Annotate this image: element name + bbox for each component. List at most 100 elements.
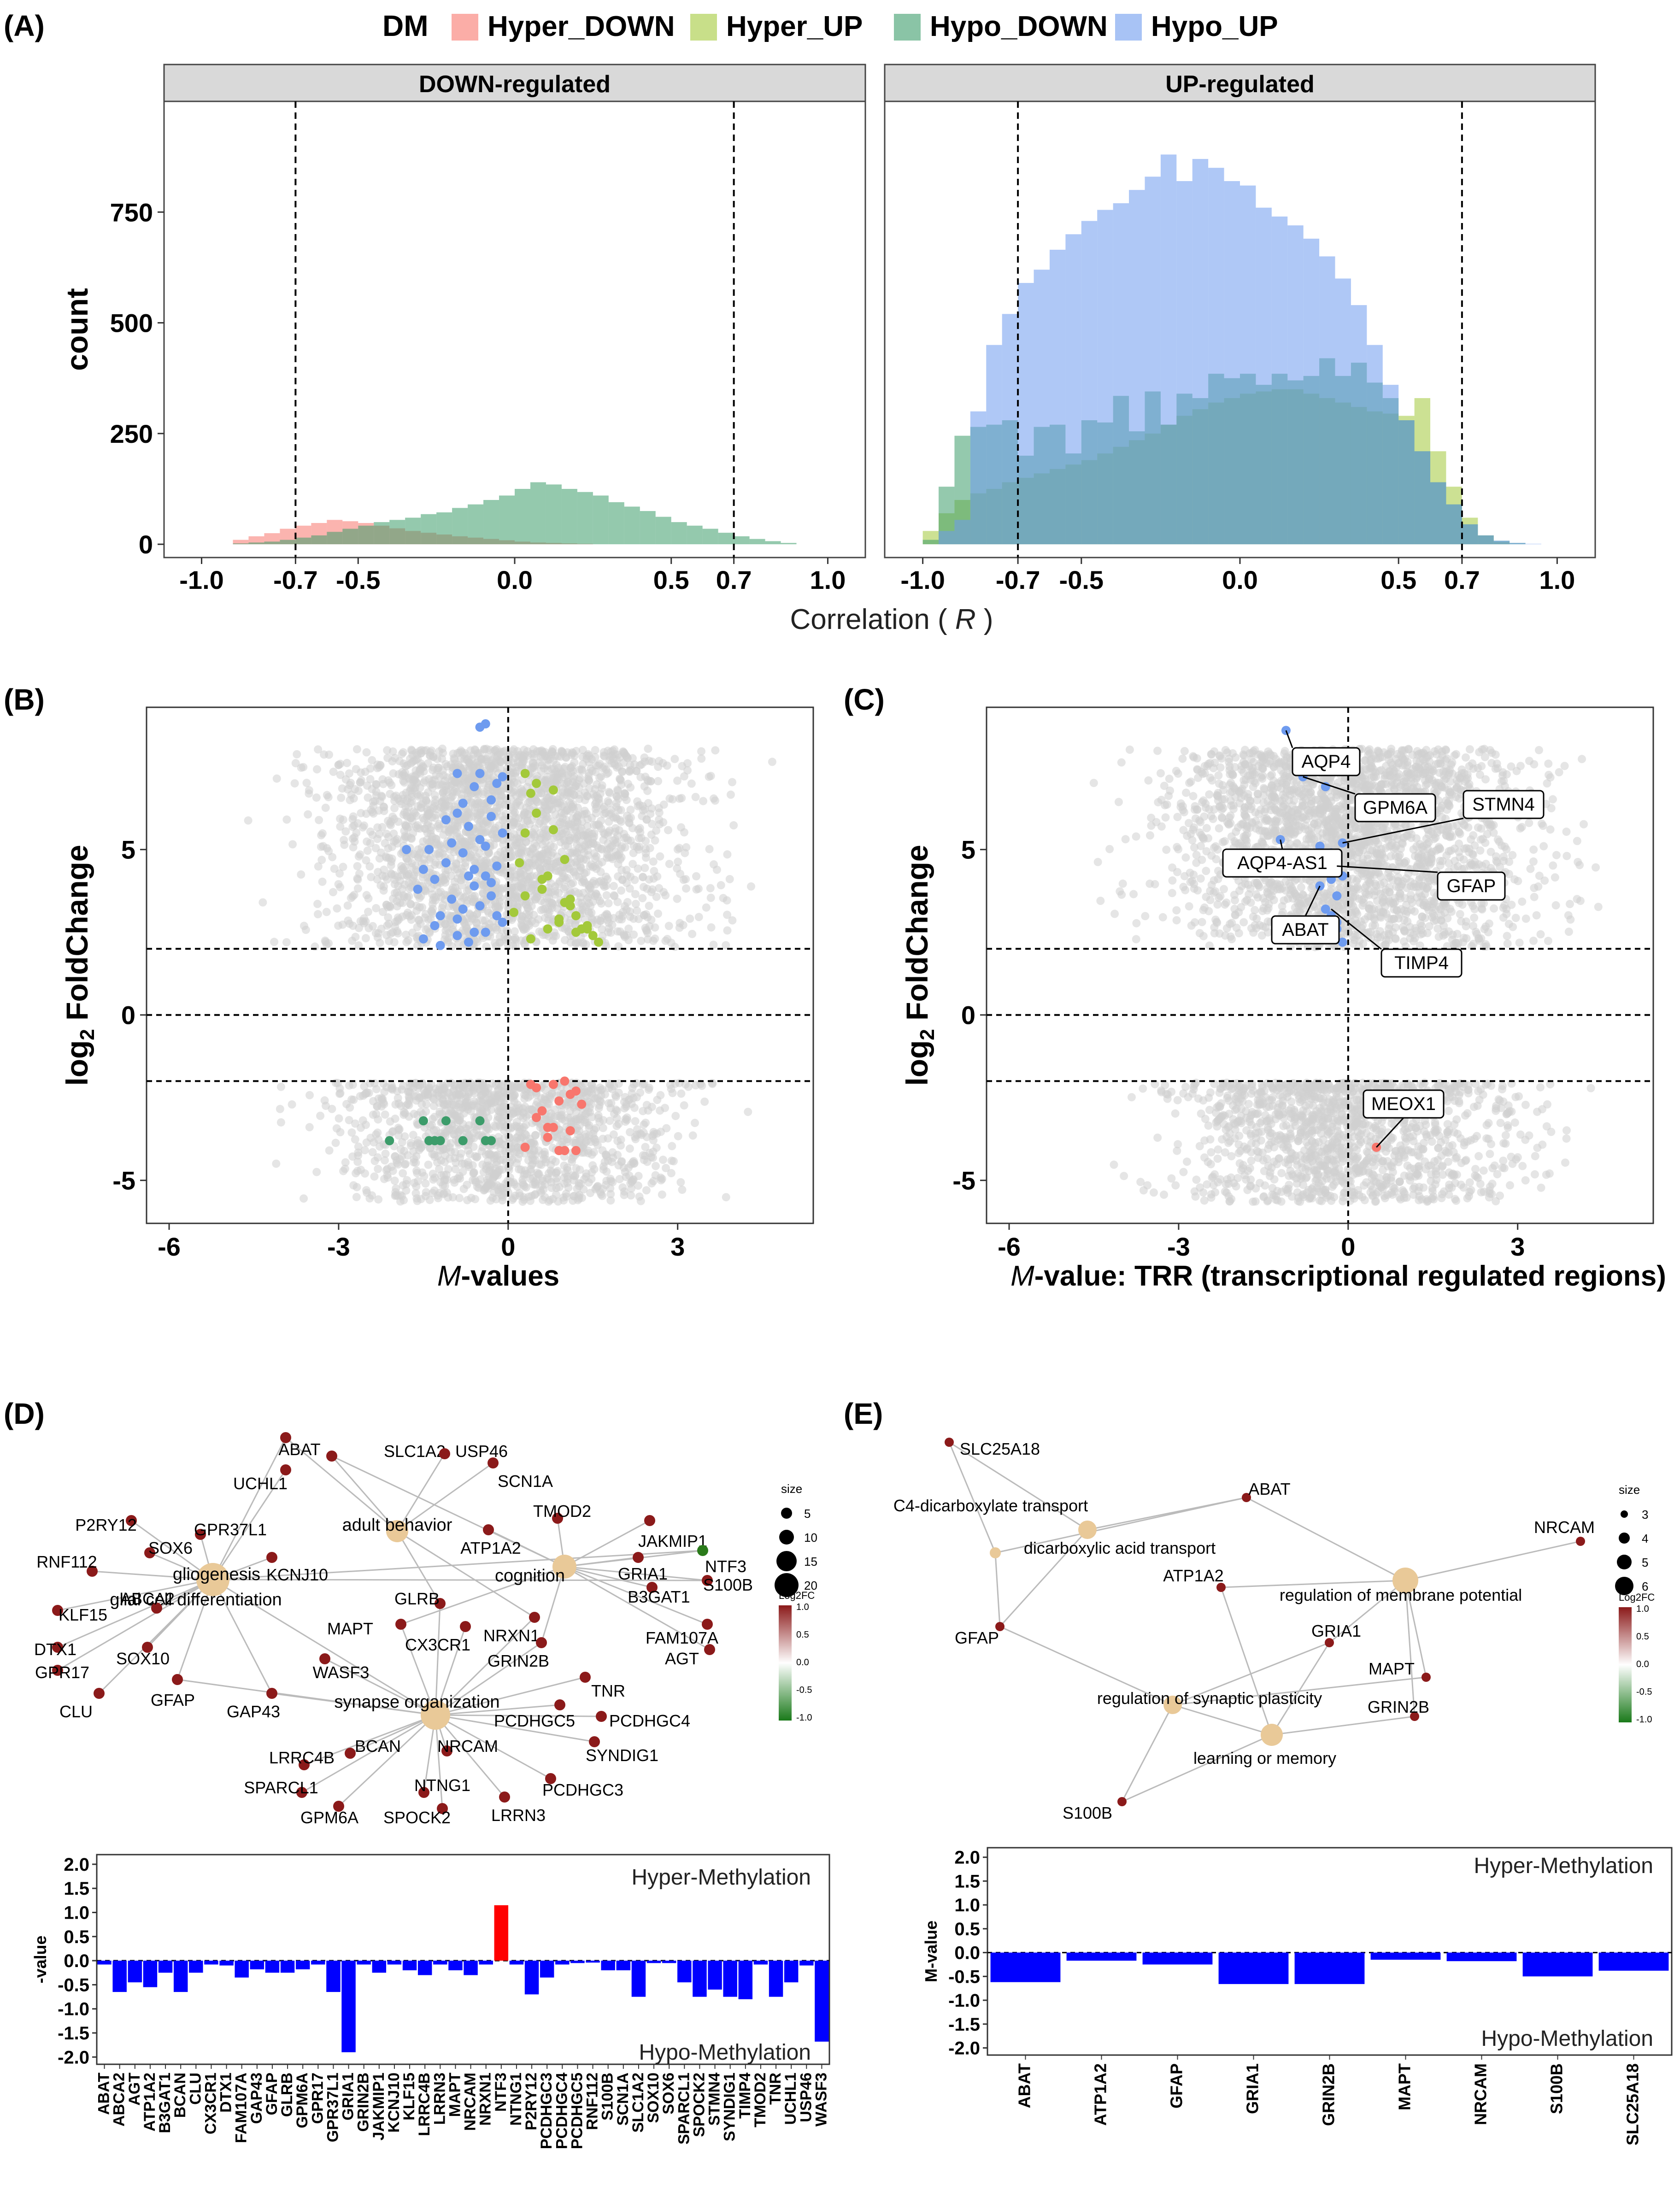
gray-point [668,1142,676,1151]
gray-point [391,1100,400,1109]
gray-point [654,763,663,771]
point-hyper_down [577,1099,587,1109]
gray-point [746,882,755,891]
gray-point [451,1148,459,1157]
gray-point [1594,903,1603,911]
gray-point [404,1087,413,1096]
gray-point [592,1183,601,1192]
gray-point [322,908,331,916]
gray-point [441,870,450,879]
gray-point [514,1154,523,1163]
point-hypo_up [492,911,502,921]
gray-point [1202,867,1210,875]
gray-point [400,1146,409,1155]
hist-bar-hypo_down [718,533,734,545]
gray-point [276,1104,284,1113]
gray-point [673,894,681,903]
hist-bar-hypo_up [939,531,955,545]
gray-point [538,1150,547,1159]
gray-point [345,1116,353,1124]
gray-point [558,829,567,838]
gray-point [722,941,730,950]
hist-bar-hypo_down [248,542,264,545]
gray-point [339,863,347,871]
gray-point [352,745,361,754]
gray-point [374,1195,383,1204]
gray-point [414,854,423,863]
gray-point [529,745,538,754]
gray-point [441,890,449,899]
gray-point [622,796,631,805]
gray-point [514,882,523,891]
gray-point [627,1184,636,1193]
gray-point [329,768,338,776]
gray-point [723,850,732,859]
gray-point [439,788,447,797]
gray-point [305,789,313,798]
gray-point [362,891,371,899]
gray-point [582,751,591,760]
gray-point [406,1139,415,1147]
gray-point [673,864,681,873]
gray-point [623,780,632,788]
gray-point [1168,876,1177,885]
gray-point [492,1195,500,1204]
gray-point [313,899,322,908]
gray-point [492,1157,501,1166]
point-hypo_up [487,878,496,887]
gray-point [343,901,352,910]
gray-point [405,892,413,901]
gray-point [496,1104,505,1112]
gray-point [418,1168,427,1177]
gray-point [318,877,327,886]
gray-point [530,839,539,848]
gray-point [517,916,526,925]
hist-bar-hypo_up [1113,203,1129,545]
gray-point [645,901,653,910]
gray-point [531,1131,540,1139]
gray-point [544,910,552,919]
gray-point [606,1190,615,1198]
gray-point [467,1193,476,1202]
point-hypo_down [418,1116,428,1126]
gray-point [467,894,476,903]
gray-point [1172,916,1181,925]
gray-point [291,759,300,768]
hist-bar-hypo_down [421,514,437,545]
gray-point [543,806,552,815]
gray-point [315,816,323,824]
legend-dm: DM Hyper_DOWN Hyper_UP Hypo_DOWN Hypo_UP [382,9,1278,42]
gray-point [334,761,343,769]
gray-point [362,748,371,757]
gray-point [517,1165,525,1174]
gray-point [370,1157,379,1165]
gray-point [476,1104,485,1113]
hist-bar-hypo_up [1303,238,1320,545]
gray-point [656,852,664,861]
gray-point [679,875,688,884]
gray-point [566,1113,575,1122]
gray-point [349,922,358,930]
point-hypo_up [418,934,428,944]
hist-bar-hypo_up [1462,524,1478,545]
point-hyper_up [565,901,575,910]
gray-point [566,1106,575,1115]
gray-point [364,793,372,802]
hist-bar-hypo_down [280,540,296,545]
hist-bar-hypo_down [655,517,671,545]
gray-point [723,910,732,919]
gray-point [630,1159,639,1168]
point-hypo_down [385,1136,394,1145]
point-hyper_down [543,1133,552,1142]
gray-point [582,895,591,904]
gray-point [288,840,297,849]
gray-point [376,881,385,890]
gray-point [604,828,613,837]
facet-strip [884,64,1596,102]
gray-point [668,795,677,804]
gray-point [625,1144,634,1153]
point-hyper_up [532,808,541,818]
point-hyper_down [560,1076,570,1086]
hist-bar-hypo_down [530,482,546,545]
gray-point [608,1148,617,1157]
